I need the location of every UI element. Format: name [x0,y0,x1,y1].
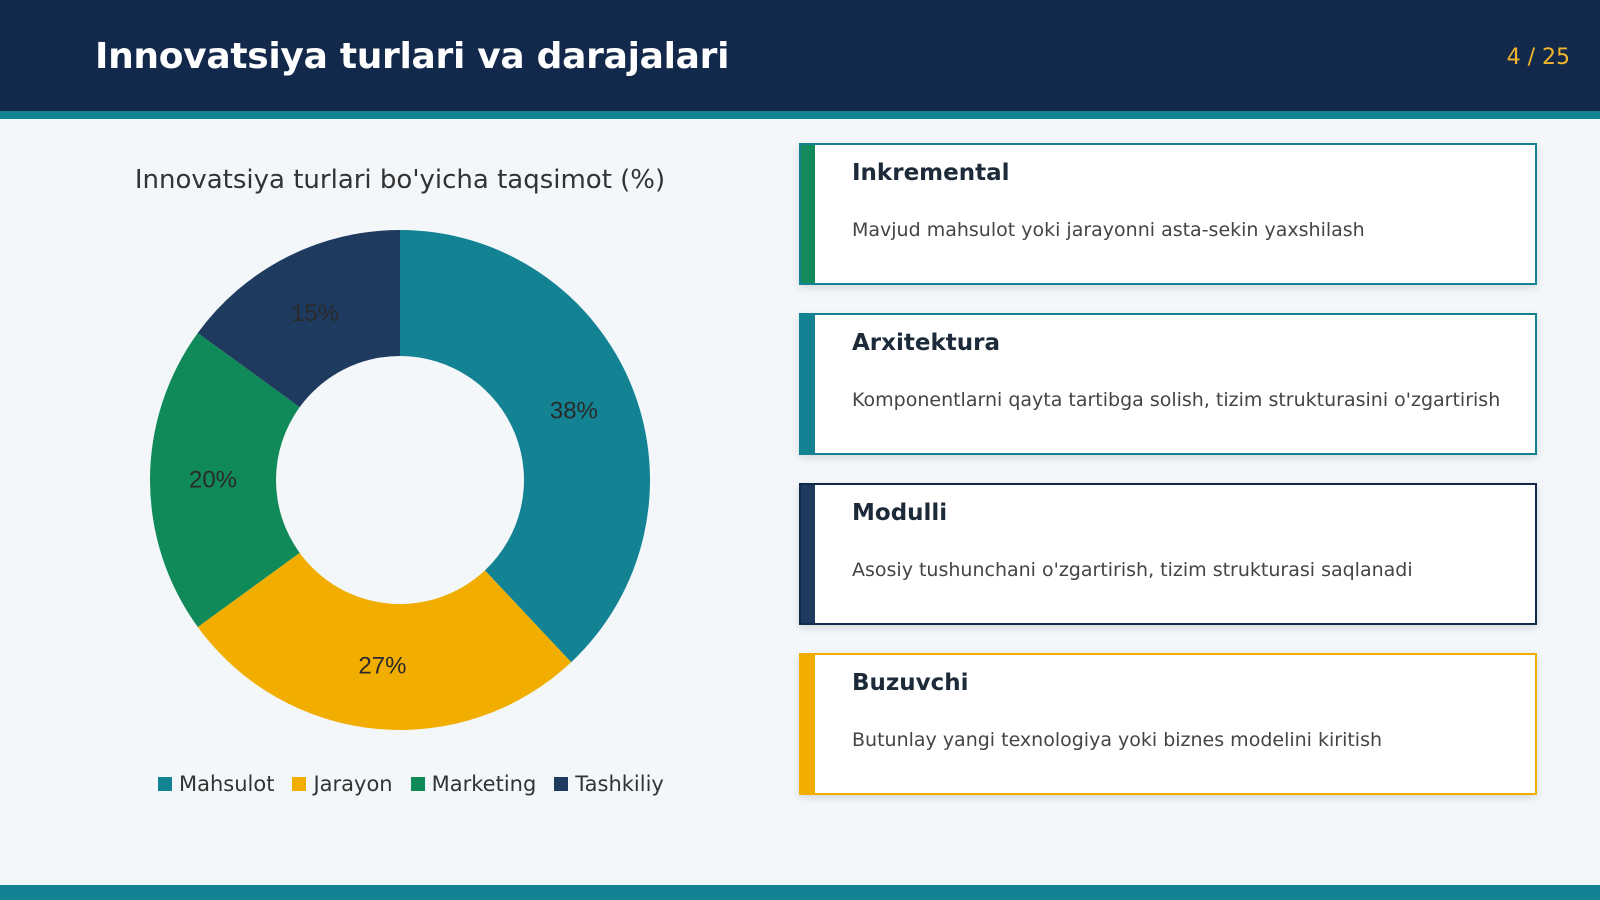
legend-label: Mahsulot [179,772,275,796]
slice-percent-label: 27% [358,653,406,680]
header-stripe [0,111,1600,119]
card-title: Arxitektura [852,330,1000,356]
legend-swatch [554,777,569,791]
legend-item-mahsulot: Mahsulot [158,772,274,796]
card-description: Asosiy tushunchani o'zgartirish, tizim s… [852,559,1413,581]
card-title: Modulli [852,500,948,526]
chart-title: Innovatsiya turlari bo'yicha taqsimot (%… [134,165,666,195]
legend-swatch [292,777,307,791]
card-accent-bar [801,145,815,283]
card-title: Buzuvchi [852,670,969,696]
legend-swatch [158,777,172,791]
legend-item-tashkiliy: Tashkiliy [554,772,664,796]
legend-item-jarayon: Jarayon [292,772,393,796]
card-accent-bar [801,315,815,453]
donut-chart: 38% 27% 20% 15% [149,230,651,730]
card-description: Komponentlarni qayta tartibga solish, ti… [852,389,1501,411]
legend-label: Marketing [431,772,537,796]
legend-item-marketing: Marketing [410,772,537,796]
card-buzuvchi: Buzuvchi Butunlay yangi texnologiya yoki… [799,653,1537,795]
card-accent-bar [801,655,815,793]
slice-tashkiliy [197,230,400,408]
slice-jarayon [197,552,572,730]
slide-title: Innovatsiya turlari va darajalari [95,36,730,77]
slice-marketing [149,333,300,627]
legend-swatch [410,777,425,791]
innovation-type-cards: Inkremental Mavjud mahsulot yoki jarayon… [799,143,1537,823]
card-description: Butunlay yangi texnologiya yoki biznes m… [852,729,1383,751]
slide-header [0,0,1600,111]
card-modulli: Modulli Asosiy tushunchani o'zgartirish,… [799,483,1537,625]
slice-percent-label: 15% [291,300,339,327]
card-title: Inkremental [852,160,1010,186]
legend-label: Jarayon [313,772,393,796]
card-inkremental: Inkremental Mavjud mahsulot yoki jarayon… [799,143,1537,285]
card-accent-bar [801,485,815,623]
legend-label: Tashkiliy [575,772,664,796]
card-description: Mavjud mahsulot yoki jarayonni asta-seki… [852,219,1365,241]
slice-percent-label: 20% [189,467,237,494]
slice-percent-label: 38% [550,398,598,425]
page-number: 4 / 25 [1506,45,1570,70]
slice-mahsulot [400,230,651,663]
card-arxitektura: Arxitektura Komponentlarni qayta tartibg… [799,313,1537,455]
chart-legend: Mahsulot Jarayon Marketing Tashkiliy [158,772,664,796]
footer-stripe [0,885,1600,900]
